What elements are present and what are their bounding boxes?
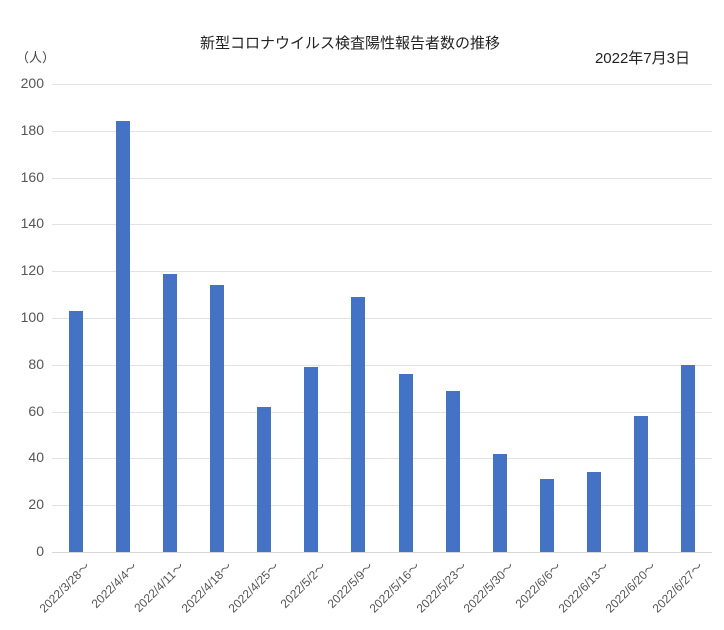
bar <box>398 374 413 552</box>
bar <box>115 121 130 552</box>
gridline <box>52 552 712 553</box>
x-tick-label: 2022/5/2～ <box>277 559 329 611</box>
bar <box>162 273 177 552</box>
chart-title-text: 新型コロナウイルス検査陽性報告者数の推移 <box>199 35 500 52</box>
bar <box>351 296 366 552</box>
bar <box>445 390 460 552</box>
y-tick-label: 160 <box>20 168 44 185</box>
y-tick-label: 180 <box>20 121 44 138</box>
gridline <box>52 364 712 366</box>
x-tick-label: 2022/3/28～ <box>36 559 93 616</box>
bar <box>540 479 554 552</box>
y-tick-label: 120 <box>20 262 44 279</box>
gridline <box>52 505 712 507</box>
gridline <box>52 411 712 413</box>
x-tick-label: 2022/5/30～ <box>461 559 518 616</box>
gridline <box>52 271 712 273</box>
report-date: 2022年7月3日 <box>594 50 690 67</box>
bar <box>492 453 507 552</box>
plot-area <box>52 84 712 553</box>
y-tick-label: 60 <box>28 402 44 419</box>
y-tick-label: 80 <box>28 355 44 372</box>
gridline <box>52 130 712 132</box>
bar <box>257 406 272 552</box>
y-axis-unit: （人） <box>16 50 56 65</box>
gridline <box>52 177 712 179</box>
bar <box>210 285 224 552</box>
bar <box>304 367 319 552</box>
y-tick-label: 140 <box>20 215 44 232</box>
bar <box>587 472 602 552</box>
y-tick-label: 40 <box>28 449 44 466</box>
y-tick-label: 0 <box>36 543 44 559</box>
chart-title: 新型コロナウイルス検査陽性報告者数の推移 <box>0 32 724 53</box>
bar <box>634 416 649 552</box>
y-tick-label: 20 <box>28 496 44 513</box>
x-tick-label: 2022/4/18～ <box>178 559 235 616</box>
gridline <box>52 318 712 319</box>
gridline <box>52 224 712 226</box>
gridline <box>52 84 712 85</box>
y-tick-label: 200 <box>20 75 44 91</box>
bar <box>68 310 83 552</box>
y-tick-label: 100 <box>20 309 44 325</box>
bar <box>681 364 696 552</box>
gridline <box>52 458 712 460</box>
